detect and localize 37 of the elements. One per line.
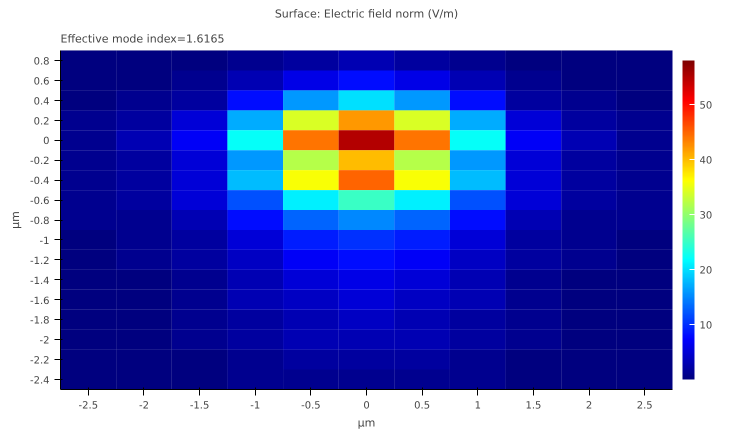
y-tick-label: -0.2 xyxy=(30,156,50,168)
x-axis-title: µm xyxy=(358,416,376,430)
x-tick-label: -1 xyxy=(250,400,260,412)
x-tick-label: 2 xyxy=(586,400,592,412)
color-bar-label: 40 xyxy=(700,156,712,166)
color-bar-label: 20 xyxy=(700,266,712,276)
x-tick-label: 1.5 xyxy=(525,400,542,412)
y-tick-label: 0.8 xyxy=(34,56,50,68)
y-tick-label: 0 xyxy=(43,136,50,148)
y-tick-label: -2.4 xyxy=(30,376,50,387)
y-tick-label: -0.4 xyxy=(30,176,50,188)
y-tick-label: -1.8 xyxy=(30,316,50,327)
y-tick-label: -2 xyxy=(40,336,50,347)
x-tick-label: -0.5 xyxy=(301,400,321,412)
x-tick-label: 0 xyxy=(363,400,370,412)
chart-title: Surface: Electric field norm (V/m) xyxy=(274,8,458,20)
y-tick-label: -1.2 xyxy=(30,256,50,267)
y-axis-title: µm xyxy=(8,211,22,229)
color-bar-label: 10 xyxy=(700,320,712,332)
x-tick-label: -1.5 xyxy=(190,400,210,412)
color-bar-label: 50 xyxy=(700,100,712,112)
y-tick-label: 0.4 xyxy=(34,96,50,108)
x-tick-label: -2 xyxy=(138,400,149,412)
x-tick-label: 1 xyxy=(474,400,481,412)
y-tick-label: -0.8 xyxy=(30,216,50,227)
color-bar-label: 30 xyxy=(700,210,712,222)
x-tick-label: -2.5 xyxy=(78,400,98,412)
y-tick-label: 0.6 xyxy=(34,76,50,88)
y-tick-label: -0.6 xyxy=(30,196,50,208)
y-tick-label: -2.2 xyxy=(30,356,50,367)
y-tick-label: -1.6 xyxy=(30,296,50,307)
x-tick-label: 0.5 xyxy=(414,400,430,412)
y-tick-label: -1 xyxy=(40,236,50,247)
x-tick-label: 2.5 xyxy=(636,400,653,412)
y-tick-label: 0.2 xyxy=(34,116,50,128)
text: Effective mode index=1.6165 xyxy=(60,32,224,46)
y-tick-label: -1.4 xyxy=(30,276,50,287)
